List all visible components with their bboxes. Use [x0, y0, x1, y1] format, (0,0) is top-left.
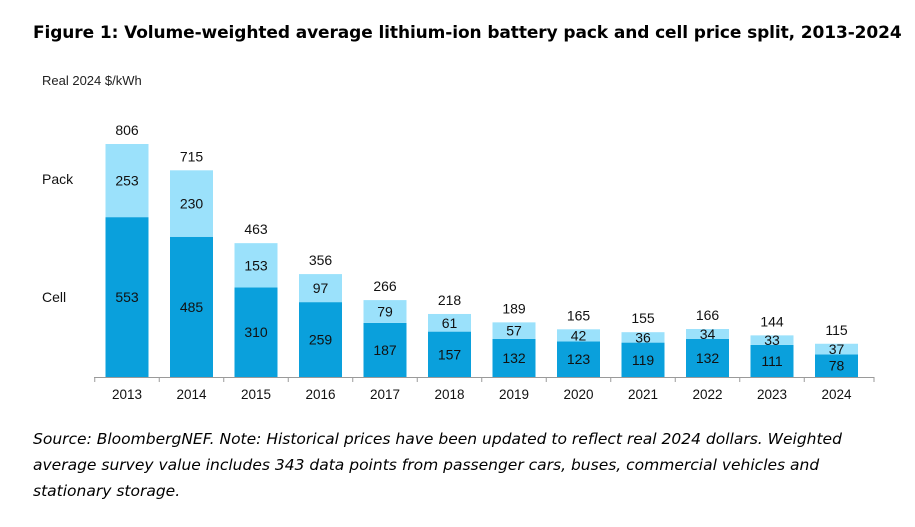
bar-cell-2016: [299, 302, 342, 377]
label-total-2014: 715: [180, 148, 204, 164]
bar-pack-2022: [686, 329, 729, 339]
label-cell-2015: 310: [244, 324, 268, 340]
x-tick-label-2023: 2023: [757, 387, 787, 402]
bar-pack-2017: [363, 300, 407, 323]
x-tick-label-2022: 2022: [692, 387, 722, 402]
label-cell-2020: 123: [567, 351, 591, 367]
bar-cell-2013: [105, 217, 149, 377]
x-tick-label-2017: 2017: [370, 387, 400, 402]
label-pack-2022: 34: [700, 326, 716, 342]
label-cell-2021: 119: [632, 352, 655, 368]
bar-pack-2021: [621, 332, 665, 343]
bar-cell-2019: [492, 338, 536, 377]
x-tick-label-2015: 2015: [241, 387, 271, 402]
label-pack-2020: 42: [571, 327, 587, 343]
label-cell-2024: 78: [829, 358, 845, 374]
bar-pack-2016: [299, 274, 342, 303]
label-total-2017: 266: [373, 278, 397, 294]
bar-cell-2014: [170, 236, 213, 377]
label-total-2023: 144: [760, 313, 784, 329]
label-pack-2014: 230: [180, 196, 204, 212]
bar-cell-2017: [363, 322, 407, 377]
label-total-2019: 189: [502, 300, 526, 316]
bar-pack-2018: [428, 313, 471, 332]
bar-cell-2024: [815, 354, 858, 377]
bar-cell-2022: [686, 338, 729, 377]
label-cell-2018: 157: [438, 346, 462, 362]
x-tick-label-2024: 2024: [821, 387, 852, 402]
source-note: Source: BloombergNEF. Note: Historical p…: [33, 430, 842, 500]
label-pack-2017: 79: [377, 304, 393, 320]
label-pack-2019: 57: [506, 323, 522, 339]
label-cell-2016: 259: [309, 332, 333, 348]
label-total-2013: 806: [115, 122, 139, 138]
x-tick-label-2020: 2020: [563, 387, 593, 402]
label-total-2021: 155: [631, 310, 655, 326]
label-pack-2024: 37: [829, 341, 845, 357]
label-cell-2014: 485: [180, 299, 204, 315]
x-tick-label-2021: 2021: [628, 387, 658, 402]
x-tick-label-2018: 2018: [434, 387, 464, 402]
label-pack-2015: 153: [244, 257, 268, 273]
label-pack-2021: 36: [635, 329, 651, 345]
label-cell-2013: 553: [115, 289, 139, 305]
label-total-2024: 115: [825, 322, 848, 338]
bar-pack-2020: [557, 329, 600, 342]
bar-cell-2020: [557, 341, 600, 377]
figure-title: Figure 1: Volume-weighted average lithiu…: [33, 23, 902, 43]
x-tick-label-2016: 2016: [305, 387, 335, 402]
bar-pack-2023: [750, 335, 794, 345]
label-cell-2019: 132: [502, 350, 526, 366]
bar-cell-2018: [428, 331, 471, 377]
label-total-2020: 165: [567, 307, 591, 323]
label-cell-2023: 111: [761, 353, 782, 369]
label-total-2022: 166: [696, 307, 720, 323]
label-cell-2022: 132: [696, 350, 720, 366]
bar-cell-2015: [234, 287, 278, 377]
label-total-2015: 463: [244, 221, 268, 237]
label-cell-2017: 187: [373, 342, 397, 358]
label-pack-2018: 61: [442, 315, 458, 331]
x-tick-label-2013: 2013: [112, 387, 142, 402]
label-pack-2023: 33: [764, 332, 780, 348]
legend-label-cell: Cell: [42, 289, 66, 305]
x-tick-label-2019: 2019: [499, 387, 529, 402]
bar-pack-2014: [170, 170, 213, 237]
bar-cell-2023: [750, 344, 794, 377]
legend-label-pack: Pack: [42, 171, 74, 187]
bar-pack-2024: [815, 343, 858, 355]
stacked-bar-chart: 553 253 806 2013 485 230 715 2014 310 153 463 2015 2…: [42, 122, 875, 402]
bar-pack-2019: [492, 322, 536, 339]
label-pack-2016: 97: [313, 280, 329, 296]
y-axis-unit-label: Real 2024 $/kWh: [42, 73, 142, 88]
label-total-2016: 356: [309, 252, 333, 268]
x-tick-label-2014: 2014: [176, 387, 207, 402]
label-total-2018: 218: [438, 292, 462, 308]
bar-pack-2013: [105, 144, 149, 218]
bar-pack-2015: [234, 243, 278, 288]
bar-cell-2021: [621, 342, 665, 377]
label-pack-2013: 253: [115, 173, 139, 189]
